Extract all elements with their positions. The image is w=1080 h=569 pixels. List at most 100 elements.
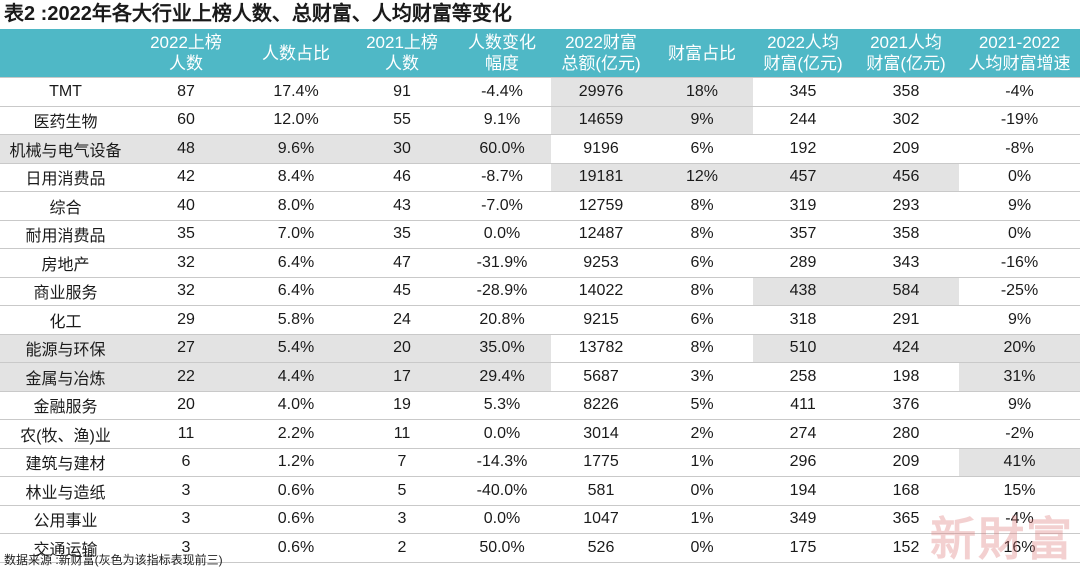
value-cell: 17.4% xyxy=(241,77,351,107)
value-cell: 192 xyxy=(753,134,853,164)
value-cell: 318 xyxy=(753,305,853,335)
value-cell: 345 xyxy=(753,77,853,107)
value-cell: 11 xyxy=(351,419,453,449)
industry-name-cell: 房地产 xyxy=(0,248,131,278)
value-cell: 48 xyxy=(131,134,241,164)
value-cell: 12487 xyxy=(551,220,651,249)
value-cell: 6.4% xyxy=(241,248,351,278)
value-cell: 40 xyxy=(131,191,241,221)
value-cell: 302 xyxy=(853,106,959,135)
value-cell: 24 xyxy=(351,305,453,335)
value-cell: 3% xyxy=(651,362,753,392)
value-cell: 4.4% xyxy=(241,362,351,392)
value-cell: 411 xyxy=(753,391,853,420)
value-cell: 2% xyxy=(651,419,753,449)
value-cell: 20.8% xyxy=(453,305,551,335)
value-cell: 296 xyxy=(753,448,853,477)
industry-name-cell: 综合 xyxy=(0,191,131,221)
value-cell: 291 xyxy=(853,305,959,335)
value-cell: 3 xyxy=(131,533,241,563)
value-cell: 60.0% xyxy=(453,134,551,164)
value-cell: -16% xyxy=(959,248,1080,278)
column-header-5: 2022财富 总额(亿元) xyxy=(551,29,651,78)
value-cell: 8.4% xyxy=(241,163,351,192)
value-cell: 9% xyxy=(651,106,753,135)
table-row: 综合 40 8.0% 43 -7.0% 12759 8% 319 293 9% xyxy=(0,191,1080,221)
industry-name-cell: 商业服务 xyxy=(0,277,131,306)
industry-name-cell: 建筑与建材 xyxy=(0,448,131,477)
industry-name-cell: 能源与环保 xyxy=(0,334,131,363)
table-row: 日用消费品 42 8.4% 46 -8.7% 19181 12% 457 456 0% xyxy=(0,163,1080,192)
value-cell: 9.1% xyxy=(453,106,551,135)
column-header-line: 总额(亿元) xyxy=(561,54,641,73)
value-cell: 456 xyxy=(853,163,959,192)
value-cell: 45 xyxy=(351,277,453,306)
value-cell: 6 xyxy=(131,448,241,477)
table-row: 建筑与建材 6 1.2% 7 -14.3% 1775 1% 296 209 41% xyxy=(0,448,1080,477)
column-header-8: 2021人均 财富(亿元) xyxy=(853,29,959,78)
value-cell: -28.9% xyxy=(453,277,551,306)
value-cell: 0.6% xyxy=(241,505,351,534)
value-cell: 55 xyxy=(351,106,453,135)
table-row: 农(牧、渔)业 11 2.2% 11 0.0% 3014 2% 274 280 -2% xyxy=(0,419,1080,449)
column-header-line: 人数变化 xyxy=(468,33,536,52)
column-header-6: 财富占比 xyxy=(651,29,753,78)
column-header-9: 2021-2022 人均财富增速 xyxy=(959,29,1080,78)
value-cell: 1% xyxy=(651,448,753,477)
value-cell: 19 xyxy=(351,391,453,420)
value-cell: 32 xyxy=(131,277,241,306)
value-cell: 424 xyxy=(853,334,959,363)
value-cell: 35 xyxy=(351,220,453,249)
value-cell: 5.8% xyxy=(241,305,351,335)
value-cell: 3 xyxy=(131,505,241,534)
column-header-line: 幅度 xyxy=(485,54,519,73)
value-cell: 9.6% xyxy=(241,134,351,164)
table-row: 机械与电气设备 48 9.6% 30 60.0% 9196 6% 192 209 -8% xyxy=(0,134,1080,164)
table-row: 金属与冶炼 22 4.4% 17 29.4% 5687 3% 258 198 31% xyxy=(0,362,1080,392)
value-cell: 43 xyxy=(351,191,453,221)
column-header-7: 2022人均 财富(亿元) xyxy=(753,29,853,78)
column-header-line: 人数 xyxy=(385,54,419,73)
table-row: 金融服务 20 4.0% 19 5.3% 8226 5% 411 376 9% xyxy=(0,391,1080,420)
value-cell: 20 xyxy=(131,391,241,420)
table-title: 表2 :2022年各大行业上榜人数、总财富、人均财富等变化 xyxy=(4,3,512,25)
value-cell: -8.7% xyxy=(453,163,551,192)
watermark-logo: 新財富 xyxy=(930,512,1074,566)
value-cell: 87 xyxy=(131,77,241,107)
value-cell: 91 xyxy=(351,77,453,107)
value-cell: 5.3% xyxy=(453,391,551,420)
value-cell: 1775 xyxy=(551,448,651,477)
value-cell: 2 xyxy=(351,533,453,563)
value-cell: 293 xyxy=(853,191,959,221)
value-cell: -25% xyxy=(959,277,1080,306)
value-cell: 5% xyxy=(651,391,753,420)
value-cell: -2% xyxy=(959,419,1080,449)
value-cell: 12.0% xyxy=(241,106,351,135)
value-cell: 27 xyxy=(131,334,241,363)
value-cell: 3 xyxy=(131,476,241,506)
column-header-line: 2021上榜 xyxy=(366,33,438,52)
value-cell: 209 xyxy=(853,448,959,477)
value-cell: 9196 xyxy=(551,134,651,164)
value-cell: 5.4% xyxy=(241,334,351,363)
value-cell: 365 xyxy=(853,505,959,534)
column-header-line: 人均财富增速 xyxy=(968,54,1071,73)
industry-name-cell: 机械与电气设备 xyxy=(0,134,131,164)
value-cell: 0.0% xyxy=(453,419,551,449)
value-cell: 29.4% xyxy=(453,362,551,392)
value-cell: 357 xyxy=(753,220,853,249)
industry-wealth-table: 2022上榜 人数 人数占比 2021上榜 人数 人数变化 幅度 2022财富 总额(亿元) 财富… xyxy=(0,29,1080,563)
table-row: 交通运输 3 0.6% 2 50.0% 526 0% 175 152 16% xyxy=(0,533,1080,563)
column-header-line: 2021人均 xyxy=(870,33,942,52)
value-cell: 16% xyxy=(959,533,1080,563)
value-cell: -4.4% xyxy=(453,77,551,107)
industry-name-cell: 医药生物 xyxy=(0,106,131,135)
industry-name-cell: 化工 xyxy=(0,305,131,335)
value-cell: 14659 xyxy=(551,106,651,135)
industry-name-cell: 金属与冶炼 xyxy=(0,362,131,392)
value-cell: 198 xyxy=(853,362,959,392)
value-cell: -4% xyxy=(959,505,1080,534)
value-cell: -40.0% xyxy=(453,476,551,506)
table-row: 房地产 32 6.4% 47 -31.9% 9253 6% 289 343 -16% xyxy=(0,248,1080,278)
value-cell: -7.0% xyxy=(453,191,551,221)
